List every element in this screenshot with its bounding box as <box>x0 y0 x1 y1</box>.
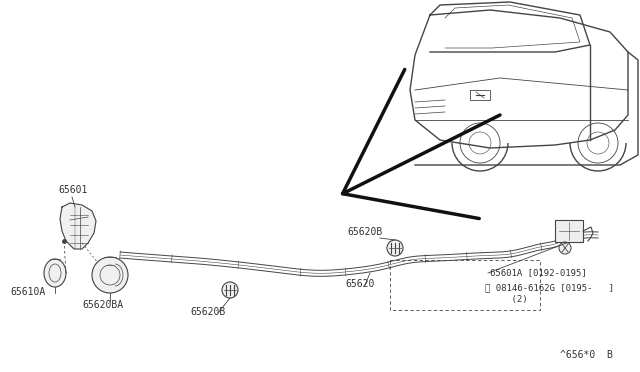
Text: 65620B: 65620B <box>347 227 382 237</box>
Bar <box>555 220 583 242</box>
Text: 65620: 65620 <box>345 279 374 289</box>
Circle shape <box>92 257 128 293</box>
Text: 65601A [0192-0195]: 65601A [0192-0195] <box>490 268 587 277</box>
Circle shape <box>222 282 238 298</box>
Text: Ⓑ 08146-6162G [0195-   ]: Ⓑ 08146-6162G [0195- ] <box>485 283 614 292</box>
Text: 65601: 65601 <box>58 185 88 195</box>
Text: 65610A: 65610A <box>10 287 45 297</box>
Text: (2): (2) <box>490 295 527 304</box>
Polygon shape <box>60 203 96 249</box>
Text: ^656*0  B: ^656*0 B <box>560 350 613 360</box>
Ellipse shape <box>44 259 66 287</box>
Circle shape <box>559 242 571 254</box>
Text: 65620BA: 65620BA <box>82 300 123 310</box>
Circle shape <box>387 240 403 256</box>
Text: 65620B: 65620B <box>190 307 225 317</box>
